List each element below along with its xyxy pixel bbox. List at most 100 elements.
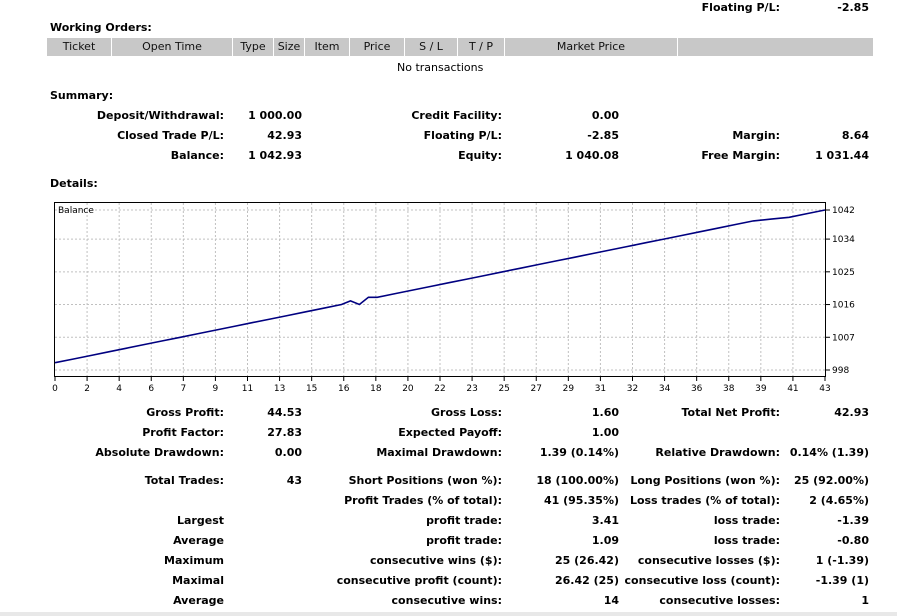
total-net-label: Total Net Profit: [681,406,781,419]
no-transactions-text: No transactions [397,61,484,74]
profit-factor-label: Profit Factor: [142,426,224,439]
col-empty[interactable] [678,38,873,56]
x-tick-label: 36 [691,384,703,394]
largest-label: Largest [177,514,224,527]
col-ticket[interactable]: Ticket [47,38,112,56]
col-sl[interactable]: S / L [405,38,458,56]
x-tick-label: 9 [213,384,219,394]
profit-trades-value: 41 (95.35%) [543,494,619,507]
max-cons-losses-label: consecutive losses ($): [637,554,780,567]
x-tick-label: 4 [116,384,122,394]
col-open-time[interactable]: Open Time [112,38,233,56]
col-size[interactable]: Size [274,38,305,56]
gross-loss-value: 1.60 [591,406,619,419]
average-profit-label: profit trade: [426,534,502,547]
col-tp[interactable]: T / P [458,38,505,56]
details-title: Details: [50,177,98,190]
x-tick-label: 32 [627,384,638,394]
avg-cons-wins-value: 14 [603,594,619,607]
x-tick-label: 16 [338,384,350,394]
margin-label: Margin: [732,129,780,142]
balance-chart: 0 2 4 6 7 9 11 13 15 16 18 20 22 23 25 27 29 31 32 34 36 38 39… [52,202,855,394]
balance-series-line [54,209,826,364]
x-tick-label: 15 [306,384,317,394]
gross-profit-value: 44.53 [267,406,302,419]
x-tick-label: 25 [498,384,509,394]
max-cons-losses-value: 1 (-1.39) [815,554,869,567]
total-trades-label: Total Trades: [144,474,224,487]
balance-label: Balance: [170,149,224,162]
loss-trades-label: Loss trades (% of total): [629,494,780,507]
max-drawdown-label: Maximal Drawdown: [376,446,502,459]
largest-profit-label: profit trade: [426,514,502,527]
x-tick-label: 18 [370,384,382,394]
y-tick-label: 998 [832,366,849,376]
y-tick-label: 1025 [832,268,855,278]
x-tick-label: 7 [180,384,186,394]
working-orders-title: Working Orders: [50,21,152,34]
y-tick-label: 1042 [832,206,855,216]
loss-trades-value: 2 (4.65%) [809,494,869,507]
x-tick-label: 29 [563,384,575,394]
long-positions-label: Long Positions (won %): [630,474,780,487]
chart-x-labels: 0 2 4 6 7 9 11 13 15 16 18 20 22 23 25 27 29 31 32 34 36 38 39… [52,377,831,394]
col-item[interactable]: Item [305,38,350,56]
y-tick-label: 1016 [832,301,855,311]
maximum-label: Maximum [164,554,224,567]
y-tick-label: 1007 [832,333,855,343]
chart-y-labels: 998 1007 1016 1025 1034 1042 [826,206,855,376]
max-cons-wins-label: consecutive wins ($): [369,554,502,567]
free-margin-value: 1 031.44 [815,149,869,162]
x-tick-label: 27 [531,384,542,394]
max-drawdown-value: 1.39 (0.14%) [539,446,619,459]
average-label: Average [173,534,224,547]
col-type[interactable]: Type [233,38,274,56]
balance-value: 1 042.93 [248,149,302,162]
margin-value: 8.64 [841,129,869,142]
avg-cons-losses-value: 1 [861,594,869,607]
gross-profit-label: Gross Profit: [146,406,224,419]
profit-factor-value: 27.83 [267,426,302,439]
x-tick-label: 31 [595,384,606,394]
abs-drawdown-label: Absolute Drawdown: [95,446,224,459]
credit-label: Credit Facility: [411,109,502,122]
maximal-label: Maximal [172,574,224,587]
abs-drawdown-value: 0.00 [274,446,302,459]
maximal-cons-loss-label: consecutive loss (count): [624,574,780,587]
rel-drawdown-label: Relative Drawdown: [655,446,780,459]
summary-title: Summary: [50,89,114,102]
x-tick-label: 38 [723,384,735,394]
long-positions-value: 25 (92.00%) [793,474,869,487]
profit-trades-label: Profit Trades (% of total): [344,494,502,507]
x-tick-label: 34 [659,384,671,394]
x-tick-label: 2 [84,384,90,394]
x-tick-label: 20 [402,384,414,394]
floating-pl-label: Floating P/L: [423,129,502,142]
short-positions-value: 18 (100.00%) [536,474,619,487]
x-tick-label: 6 [148,384,154,394]
bottom-border [0,612,897,616]
equity-value: 1 040.08 [565,149,619,162]
credit-value: 0.00 [591,109,619,122]
x-tick-label: 11 [242,384,253,394]
floating-pl-value: -2.85 [587,129,619,142]
free-margin-label: Free Margin: [701,149,780,162]
x-tick-label: 23 [466,384,477,394]
rel-drawdown-value: 0.14% (1.39) [789,446,869,459]
x-tick-label: 41 [787,384,798,394]
average2-label: Average [173,594,224,607]
short-positions-label: Short Positions (won %): [348,474,502,487]
avg-cons-losses-label: consecutive losses: [659,594,780,607]
average-loss-value: -0.80 [837,534,869,547]
closed-trade-value: 42.93 [267,129,302,142]
total-net-value: 42.93 [834,406,869,419]
largest-loss-value: -1.39 [837,514,869,527]
expected-payoff-value: 1.00 [591,426,619,439]
maximal-cons-profit-value: 26.42 (25) [555,574,619,587]
maximal-cons-loss-value: -1.39 (1) [815,574,869,587]
max-cons-wins-value: 25 (26.42) [555,554,619,567]
col-market-price[interactable]: Market Price [505,38,678,56]
col-price[interactable]: Price [350,38,405,56]
total-trades-value: 43 [286,474,302,487]
x-tick-label: 39 [755,384,767,394]
